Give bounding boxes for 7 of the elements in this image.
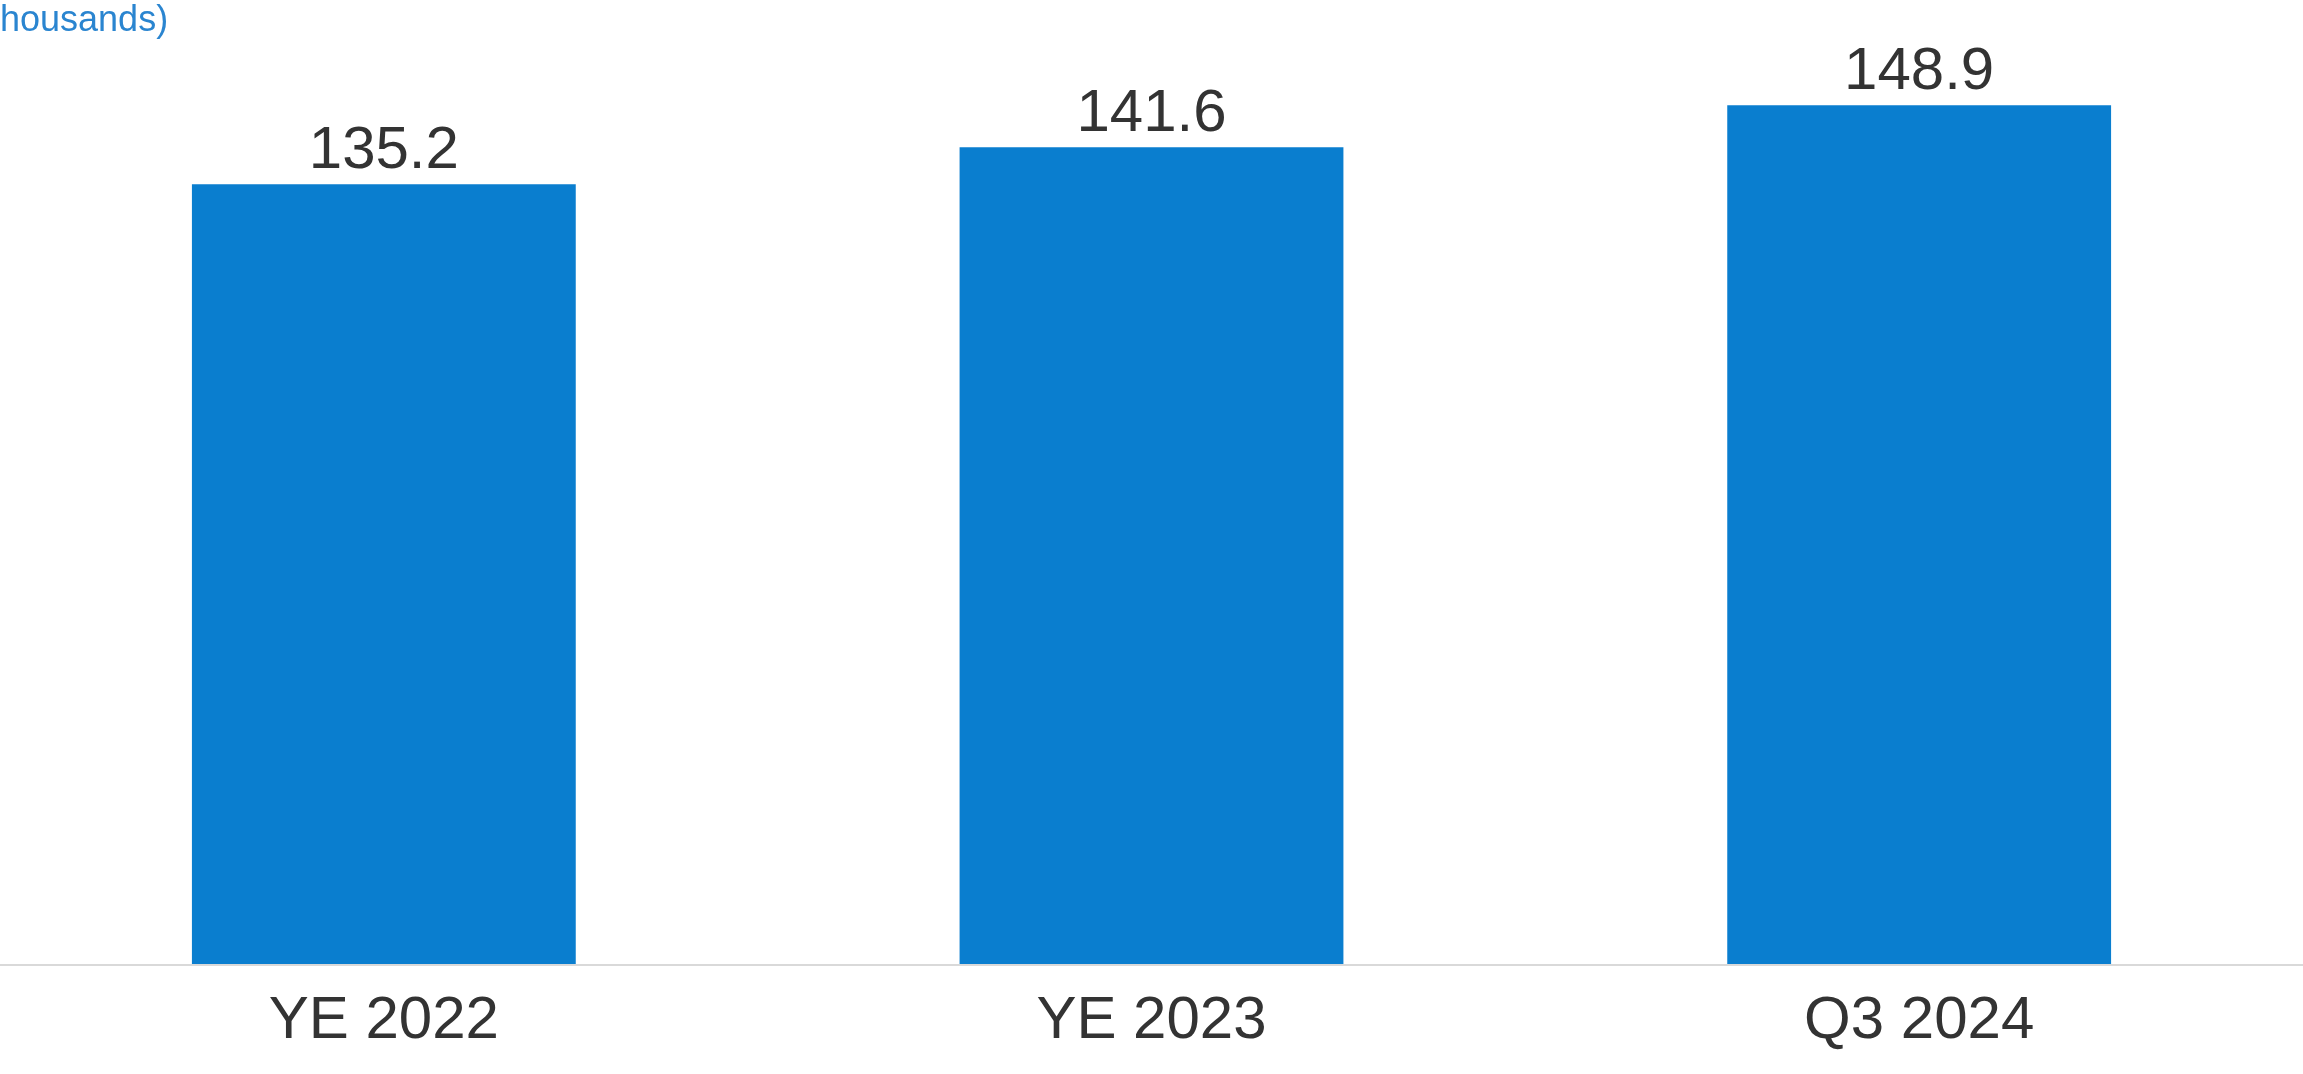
data-label: 148.9: [1844, 35, 1995, 103]
data-label: 135.2: [308, 114, 459, 182]
x-tick-label: YE 2023: [1036, 984, 1267, 1051]
data-label: 141.6: [1076, 77, 1227, 145]
x-tick-label: Q3 2024: [1804, 984, 2035, 1051]
chart-title: housands): [0, 0, 169, 39]
x-tick-label: YE 2022: [268, 984, 499, 1051]
